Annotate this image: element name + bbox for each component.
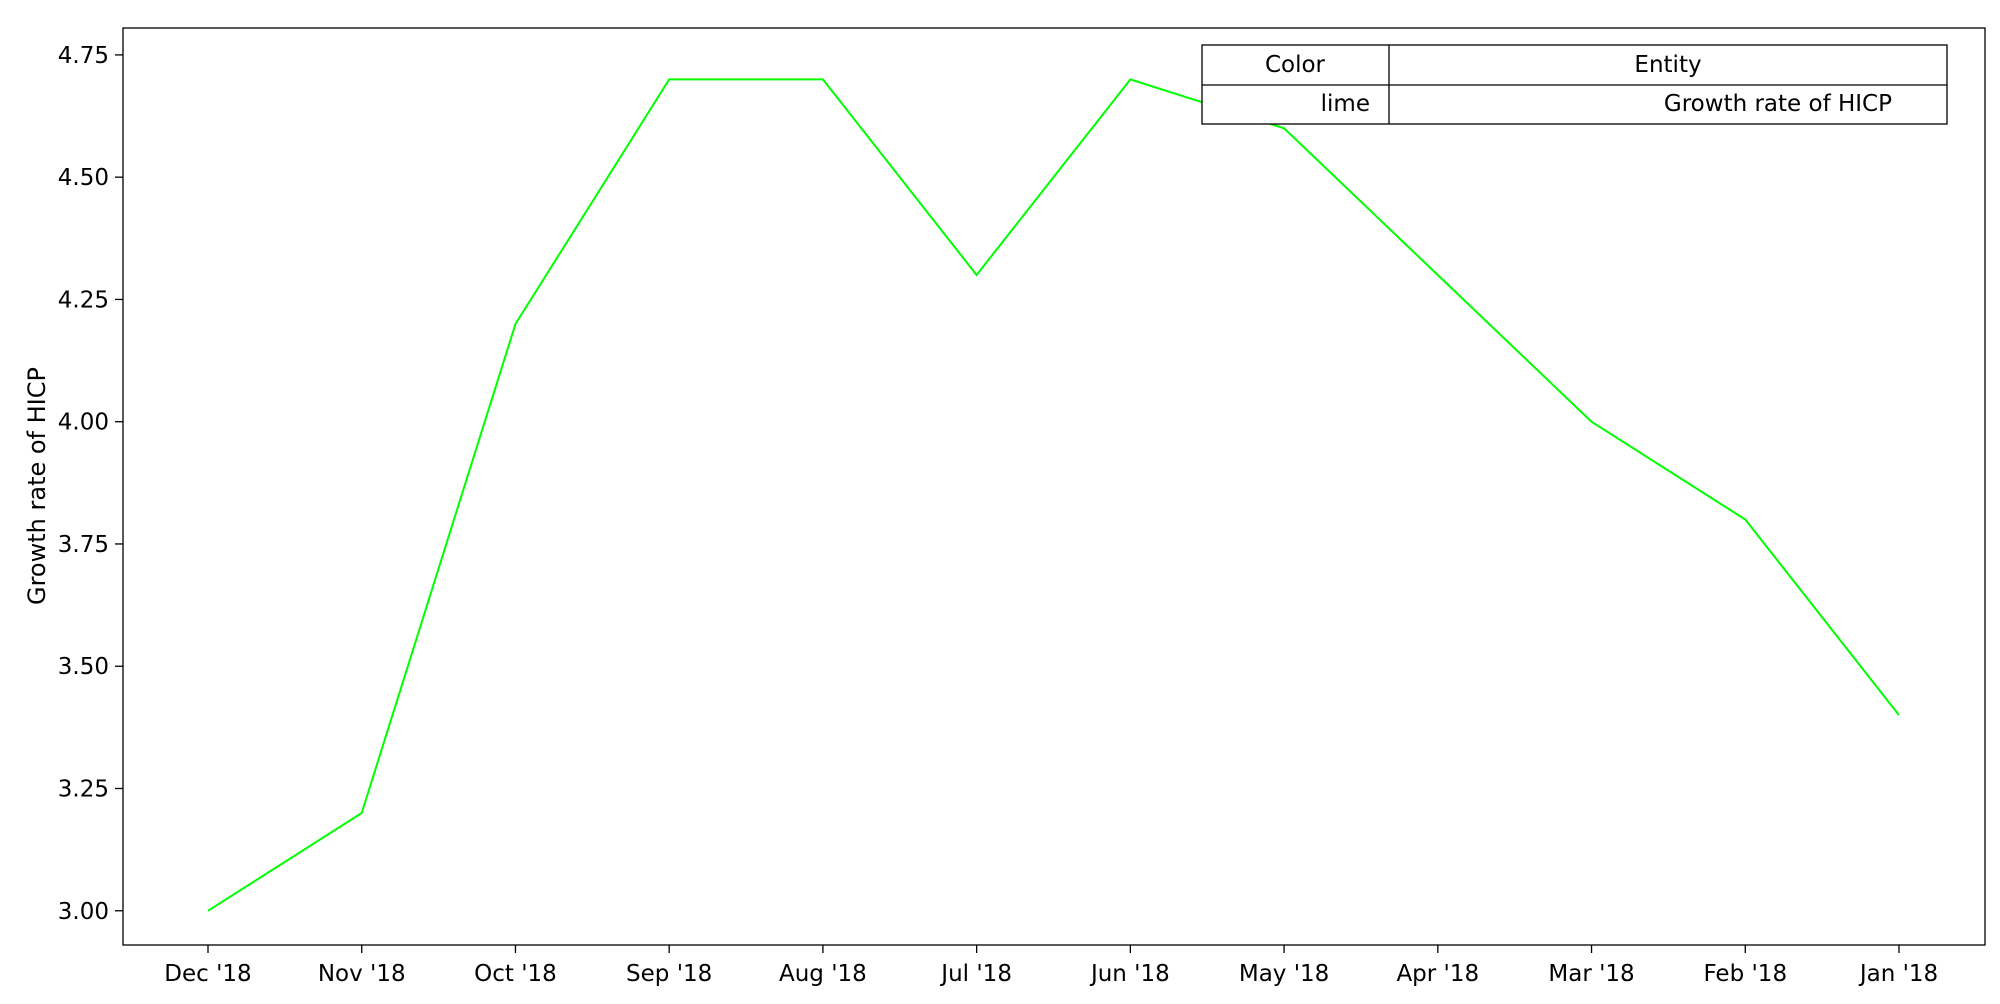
series-layer	[207, 78, 1900, 912]
y-tick-label: 4.50	[58, 165, 109, 191]
x-tick-label: Sep '18	[626, 961, 712, 987]
x-tick-label: Feb '18	[1703, 961, 1787, 987]
x-tick-label: Jul '18	[939, 961, 1012, 987]
legend-row-color: lime	[1321, 91, 1370, 117]
axis-ticks: 3.00 3.25 3.50 3.75 4.00 4.25 4.50 4.75 Dec '18 N…	[58, 43, 1938, 987]
legend-header-entity: Entity	[1634, 52, 1701, 78]
legend-header-color: Color	[1265, 52, 1326, 78]
y-tick-label: 3.00	[58, 899, 109, 925]
x-tick-label: Jun '18	[1089, 961, 1170, 987]
x-tick-label: Nov '18	[318, 961, 406, 987]
x-tick-label: May '18	[1239, 961, 1329, 987]
legend-row-entity: Growth rate of HICP	[1664, 91, 1892, 117]
series-line-0	[207, 78, 1900, 912]
x-tick-label: Jan '18	[1858, 961, 1938, 987]
y-tick-label: 3.25	[58, 776, 109, 802]
legend-table: Color Entity lime Growth rate of HICP	[1201, 44, 1948, 125]
x-tick-label: Mar '18	[1548, 961, 1634, 987]
y-tick-label: 4.00	[58, 410, 109, 436]
x-tick-label: Apr '18	[1396, 961, 1479, 987]
x-tick-label: Oct '18	[474, 961, 557, 987]
y-axis-label: Growth rate of HICP	[23, 367, 51, 605]
x-tick-label: Aug '18	[779, 961, 867, 987]
x-tick-label: Dec '18	[164, 961, 251, 987]
y-tick-label: 3.75	[58, 532, 109, 558]
plot-frame	[122, 27, 1986, 946]
y-tick-label: 4.75	[58, 43, 109, 69]
y-tick-label: 4.25	[58, 287, 109, 313]
y-tick-label: 3.50	[58, 654, 109, 680]
